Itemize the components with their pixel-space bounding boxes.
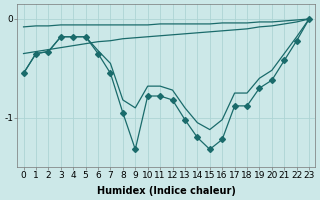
X-axis label: Humidex (Indice chaleur): Humidex (Indice chaleur) <box>97 186 236 196</box>
